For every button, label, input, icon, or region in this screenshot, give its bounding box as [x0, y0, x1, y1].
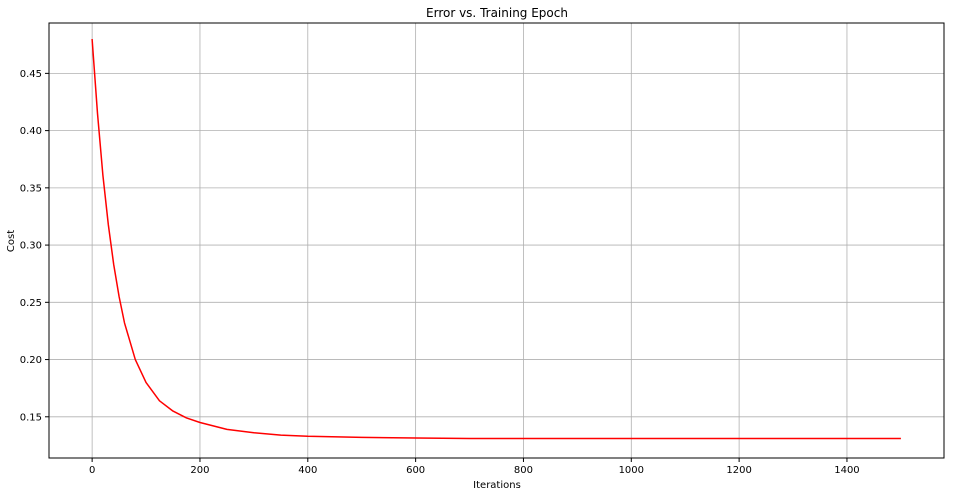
x-tick-label: 800: [514, 465, 533, 476]
y-tick-label: 0.20: [20, 355, 42, 366]
series-line: [91, 38, 901, 440]
x-tick-label: 1200: [726, 465, 751, 476]
grid: [49, 23, 944, 458]
series-layer: [91, 38, 901, 440]
x-tick-label: 200: [190, 465, 209, 476]
y-tick-label: 0.30: [20, 241, 42, 252]
chart-title: Error vs. Training Epoch: [426, 6, 568, 20]
plot-frame: [48, 22, 945, 459]
y-axis-label: Cost: [6, 230, 17, 252]
y-tick-label: 0.15: [20, 412, 42, 423]
x-tick-label: 600: [406, 465, 425, 476]
y-tick-label: 0.45: [20, 69, 42, 80]
x-tick-label: 0: [89, 465, 95, 476]
x-axis-label: Iterations: [473, 480, 521, 491]
y-tick-label: 0.40: [20, 126, 42, 137]
x-tick-label: 400: [298, 465, 317, 476]
y-tick-label: 0.25: [20, 298, 42, 309]
x-tick-label: 1000: [619, 465, 644, 476]
y-axis: 0.15 0.20 0.25 0.30 0.35 0.40 0.45: [20, 69, 49, 423]
x-tick-label: 1400: [834, 465, 859, 476]
y-tick-label: 0.35: [20, 183, 42, 194]
x-axis: 0 200 400 600 800 1000 1200 1400: [89, 458, 860, 476]
